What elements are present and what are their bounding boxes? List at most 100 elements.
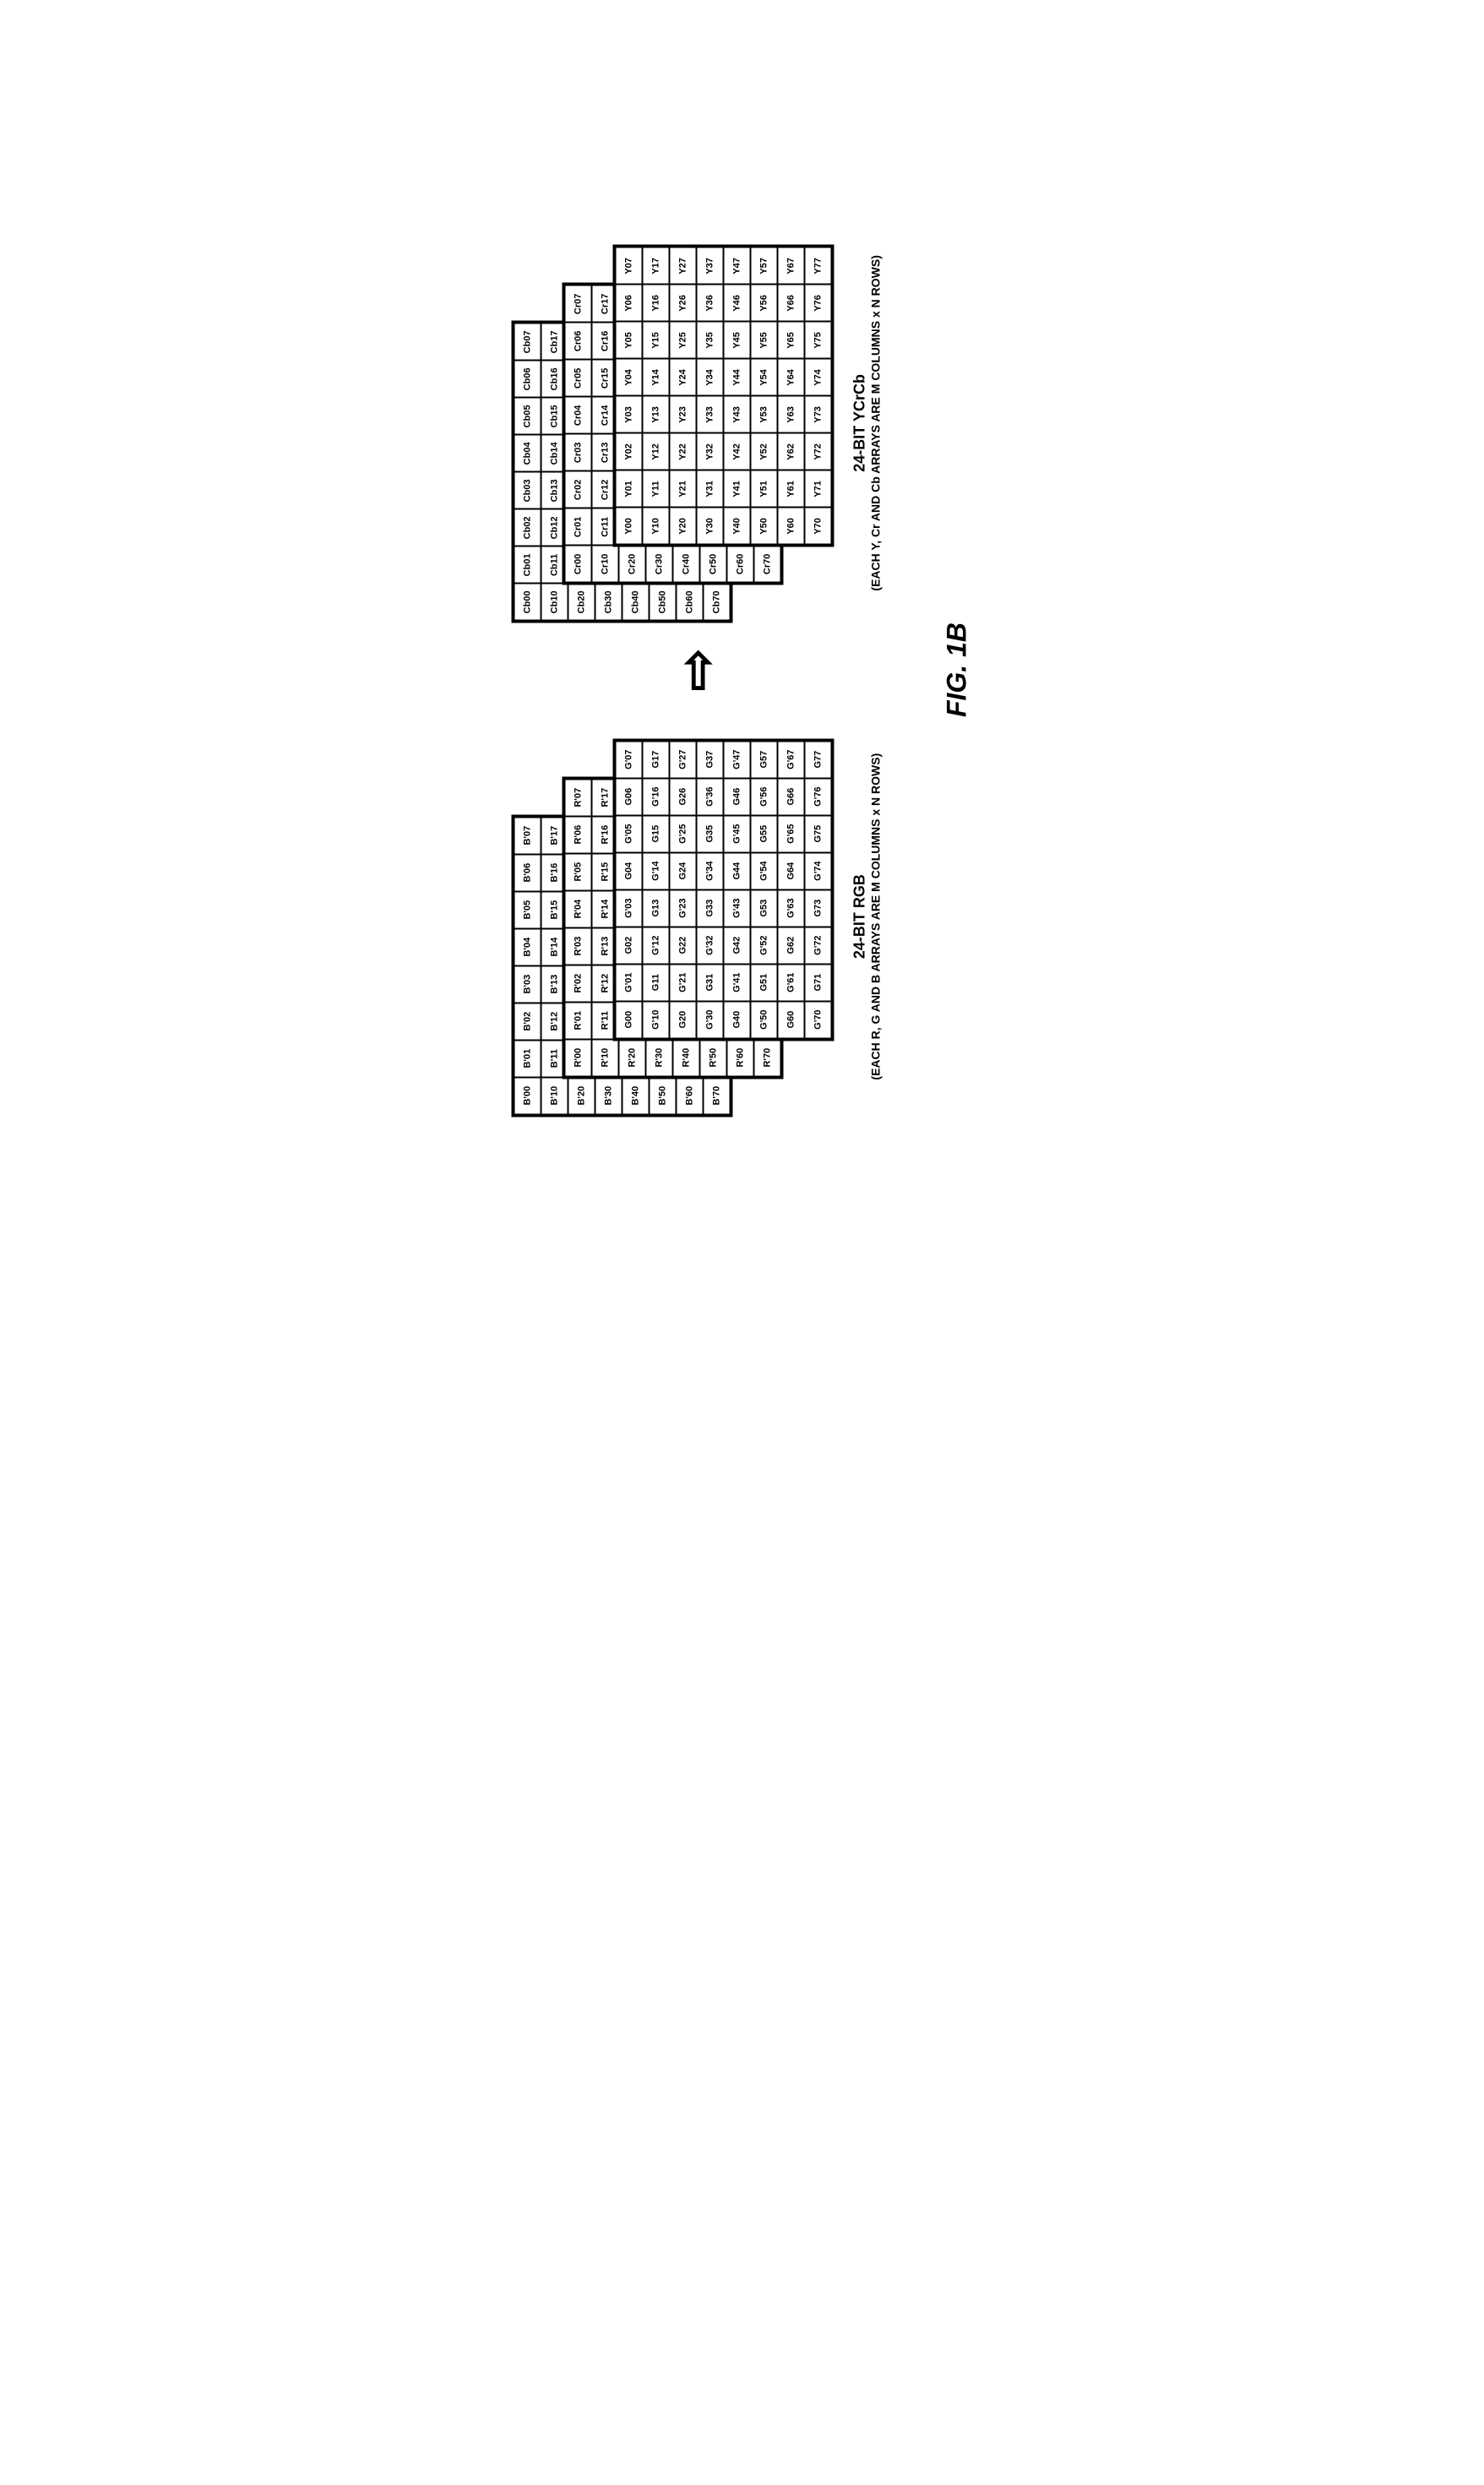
grid-cell: Y40 xyxy=(724,508,751,545)
grid-cell: Y76 xyxy=(805,285,832,322)
figure-page: B'00B'01B'02B'03B'04B'05B'06B'07B'10B'11… xyxy=(512,0,973,1395)
grid-cell: G22 xyxy=(670,927,697,964)
grid-cell: Cr20 xyxy=(619,546,646,583)
grid-cell: G33 xyxy=(697,889,724,927)
grid-cell: Y45 xyxy=(724,322,751,359)
grid-cell: Cb06 xyxy=(514,361,541,398)
grid-cell: B'06 xyxy=(514,854,541,891)
grid-cell: G53 xyxy=(751,889,778,927)
grid-cell: Y12 xyxy=(643,433,670,470)
grid-cell: Y52 xyxy=(751,433,778,470)
grid-cell: R'02 xyxy=(565,965,592,1002)
grid-cell: Y13 xyxy=(643,396,670,433)
grid-cell: Cr60 xyxy=(727,546,754,583)
grid-cell: Y66 xyxy=(778,285,805,322)
grid-cell: Cr05 xyxy=(565,360,592,397)
grid-cell: Y11 xyxy=(643,470,670,508)
grid-cell: R'06 xyxy=(565,816,592,853)
grid-cell: B'30 xyxy=(595,1077,622,1114)
ycrcb-block: Cb00Cb01Cb02Cb03Cb04Cb05Cb06Cb07Cb10Cb11… xyxy=(512,223,883,623)
grid-cell: Cb30 xyxy=(595,584,622,621)
grid-cell: Y41 xyxy=(724,470,751,508)
grid-cell: G'01 xyxy=(616,964,643,1001)
rgb-stack: B'00B'01B'02B'03B'04B'05B'06B'07B'10B'11… xyxy=(512,716,843,1117)
grid-cell: Cb02 xyxy=(514,509,541,546)
grid-cell: G15 xyxy=(643,815,670,852)
grid-cell: G42 xyxy=(724,927,751,964)
grid-cell: G'63 xyxy=(778,889,805,927)
grid-cell: G'34 xyxy=(697,852,724,889)
grid-cell: B'03 xyxy=(514,965,541,1003)
grid-cell: Y44 xyxy=(724,359,751,396)
grid-cell: G'25 xyxy=(670,815,697,852)
grid-cell: G11 xyxy=(643,964,670,1001)
grid-cell: G64 xyxy=(778,852,805,889)
grid-cell: G17 xyxy=(643,741,670,778)
grid-cell: R'04 xyxy=(565,890,592,927)
grid-cell: G04 xyxy=(616,852,643,889)
front-layer: Y00Y01Y02Y03Y04Y05Y06Y07Y10Y11Y12Y13Y14Y… xyxy=(613,245,834,547)
grid-cell: Y32 xyxy=(697,433,724,470)
grid-cell: Y22 xyxy=(670,433,697,470)
grid-cell: G'30 xyxy=(697,1001,724,1038)
grid-cell: Cb10 xyxy=(541,584,568,621)
grid-cell: Cb50 xyxy=(650,584,677,621)
grid-cell: B'07 xyxy=(514,817,541,854)
grid-cell: G06 xyxy=(616,778,643,815)
grid-cell: Y26 xyxy=(670,285,697,322)
grid-cell: G60 xyxy=(778,1001,805,1038)
front-layer: G00G'01G02G'03G04G'05G06G'07G'10G11G'12G… xyxy=(613,738,834,1041)
grid-cell: G71 xyxy=(805,964,832,1001)
ycrcb-subcaption: (EACH Y, Cr AND Cb ARRAYS ARE M COLUMNS … xyxy=(869,255,883,590)
grid-cell: G'45 xyxy=(724,815,751,852)
grid-cell: R'05 xyxy=(565,853,592,890)
grid-cell: G57 xyxy=(751,741,778,778)
grid-cell: R'70 xyxy=(754,1039,781,1076)
grid-cell: R'10 xyxy=(592,1039,619,1076)
rgb-caption: 24-BIT RGB xyxy=(851,874,869,959)
grid-cell: Y16 xyxy=(643,285,670,322)
grid-cell: Y73 xyxy=(805,396,832,433)
grid-cell: Cr00 xyxy=(565,546,592,583)
grid-cell: G51 xyxy=(751,964,778,1001)
grid-cell: Y34 xyxy=(697,359,724,396)
grid-cell: G'41 xyxy=(724,964,751,1001)
grid-cell: Cr10 xyxy=(592,546,619,583)
grid-cell: Y27 xyxy=(670,247,697,285)
grid-cell: Y61 xyxy=(778,470,805,508)
grid-cell: Cr03 xyxy=(565,434,592,471)
grid-cell: Y00 xyxy=(616,508,643,545)
grid-cell: G'54 xyxy=(751,852,778,889)
grid-cell: Y07 xyxy=(616,247,643,285)
grid-cell: Y77 xyxy=(805,247,832,285)
grid-cell: G20 xyxy=(670,1001,697,1038)
grid-cell: B'04 xyxy=(514,928,541,965)
grid-cell: Cb40 xyxy=(622,584,650,621)
grid-cell: G'67 xyxy=(778,741,805,778)
grid-cell: G'65 xyxy=(778,815,805,852)
grid-cell: Y02 xyxy=(616,433,643,470)
grid-cell: Cb01 xyxy=(514,546,541,584)
grid-cell: R'50 xyxy=(700,1039,727,1076)
grid-cell: Y25 xyxy=(670,322,697,359)
grid-cell: Y53 xyxy=(751,396,778,433)
grid-cell: R'20 xyxy=(619,1039,646,1076)
grid-cell: G02 xyxy=(616,927,643,964)
grid-cell: R'40 xyxy=(673,1039,700,1076)
grid-cell: Y42 xyxy=(724,433,751,470)
grid-cell: Y63 xyxy=(778,396,805,433)
grid-cell: Y20 xyxy=(670,508,697,545)
grid-cell: Y64 xyxy=(778,359,805,396)
grid-cell: G77 xyxy=(805,741,832,778)
grid-cell: R'30 xyxy=(646,1039,673,1076)
grid-cell: R'00 xyxy=(565,1039,592,1076)
grid-cell: G46 xyxy=(724,778,751,815)
grid-cell: Y21 xyxy=(670,470,697,508)
ycrcb-caption: 24-BIT YCrCb xyxy=(851,374,869,472)
grid-cell: Y72 xyxy=(805,433,832,470)
grid-cell: B'50 xyxy=(650,1077,677,1114)
grid-cell: Y65 xyxy=(778,322,805,359)
grid-cell: B'05 xyxy=(514,891,541,928)
grid-cell: Y23 xyxy=(670,396,697,433)
grid-cell: G'52 xyxy=(751,927,778,964)
